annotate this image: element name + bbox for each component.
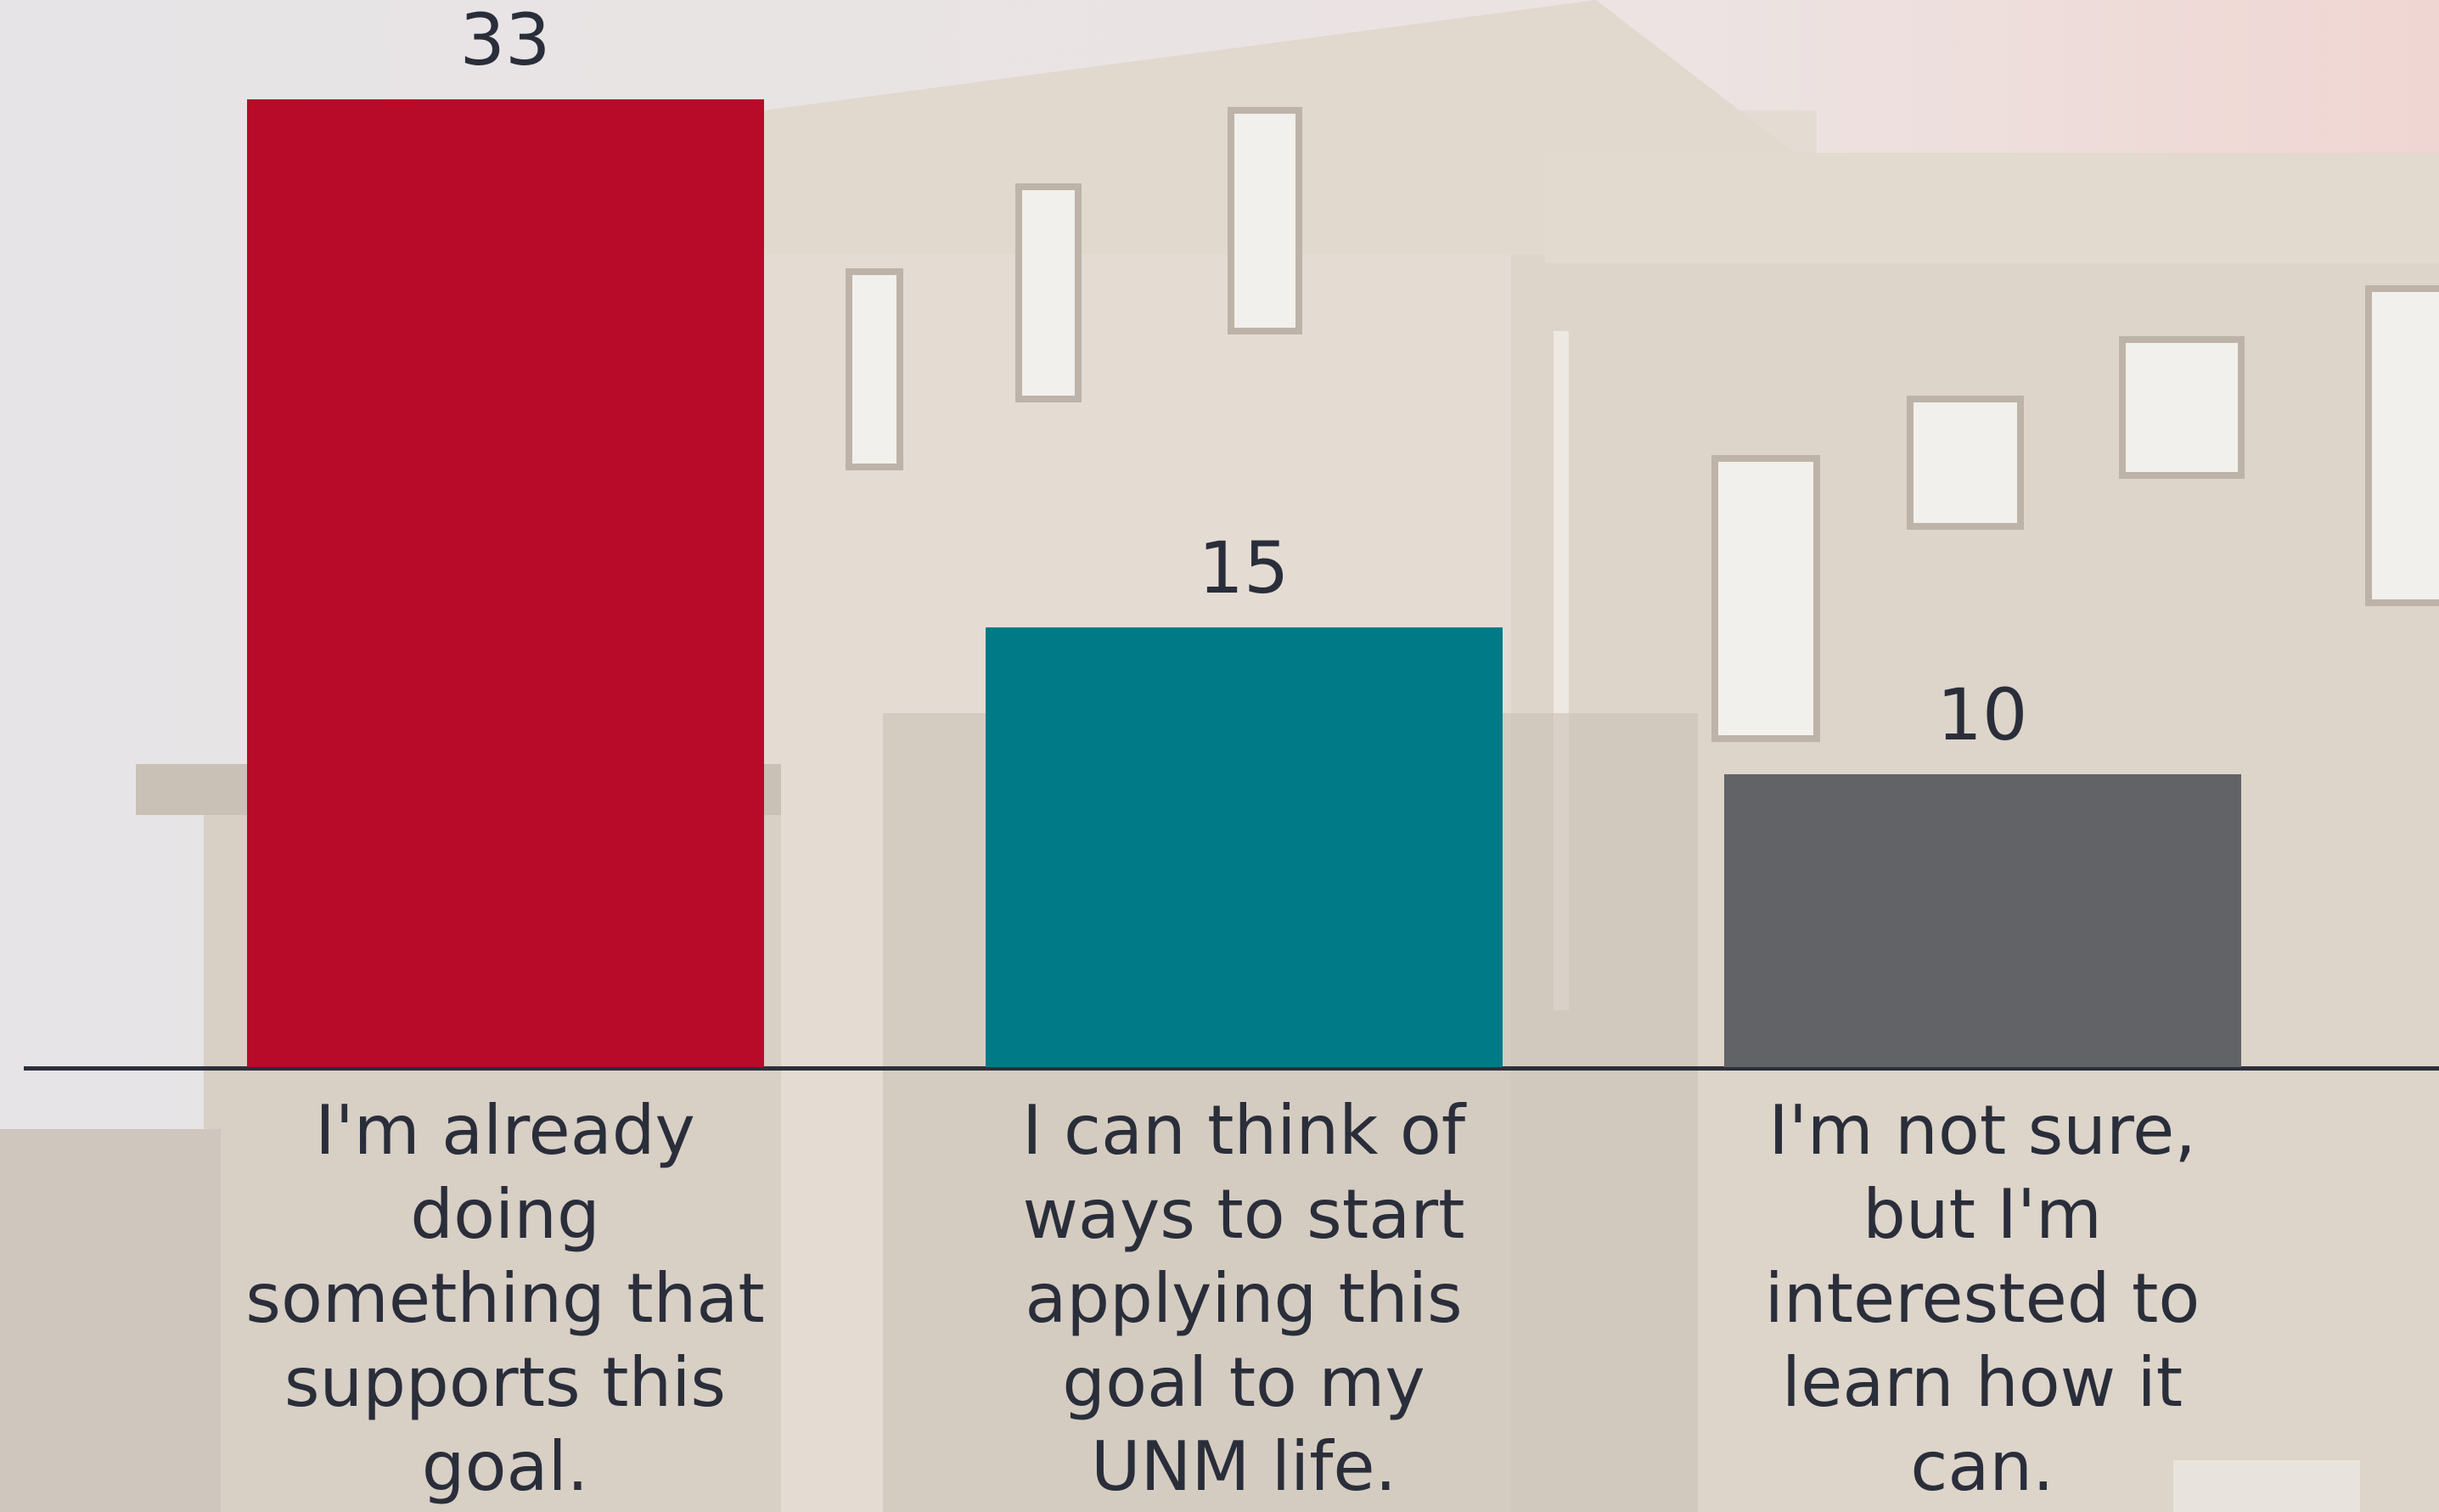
value-label: 10 — [1812, 679, 2152, 750]
value-label: 33 — [335, 4, 675, 76]
bar — [986, 627, 1503, 1067]
bar — [1724, 774, 2241, 1068]
category-label: I'm not sure, but I'm interested to lear… — [1711, 1088, 2254, 1509]
bar — [247, 99, 764, 1067]
category-label: I can think of ways to start applying th… — [972, 1088, 1515, 1509]
category-label: I'm already doing something that support… — [233, 1088, 777, 1509]
value-label: 15 — [1074, 532, 1413, 604]
screen: 33 I'm already doing something that suppo… — [0, 0, 2439, 1512]
